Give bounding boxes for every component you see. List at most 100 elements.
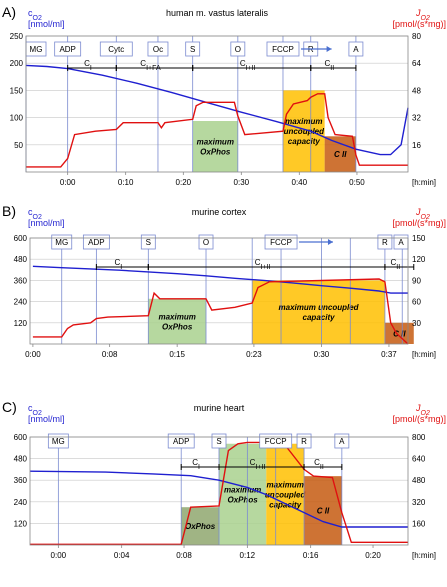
right-axis-label: JO2	[415, 403, 430, 417]
x-tick-label: 0:50	[349, 178, 365, 187]
event-marker-box	[259, 433, 293, 449]
region-label: maximum	[158, 312, 195, 321]
right-tick-label: 30	[412, 319, 421, 328]
event-marker-label: R	[382, 238, 388, 247]
region-label: OxPhos	[228, 495, 259, 504]
left-tick-label: 250	[10, 32, 24, 41]
region-rect	[324, 136, 356, 172]
event-marker-box	[266, 41, 300, 57]
panel-label: A)	[2, 4, 16, 20]
series-line-right	[32, 278, 409, 345]
region-rect	[181, 507, 219, 545]
event-marker-label: A	[339, 437, 345, 446]
left-tick-label: 150	[10, 86, 24, 95]
region-rect	[282, 90, 325, 172]
event-marker-label: R	[301, 437, 307, 446]
event-marker-box	[348, 41, 364, 57]
event-marker-box	[377, 234, 393, 250]
x-tick-label: 0:37	[381, 350, 397, 359]
series-line-left	[25, 64, 409, 156]
bracket-label: CI	[114, 258, 122, 271]
series-line-left	[32, 265, 408, 294]
x-tick-label: 0:10	[118, 178, 134, 187]
event-marker-label: MG	[52, 437, 65, 446]
region-label: uncoupled	[284, 127, 326, 136]
region-label: C II	[393, 329, 406, 338]
region-label: maximum uncoupled	[279, 303, 360, 312]
left-tick-label: 240	[14, 298, 28, 307]
left-axis-unit: [nmol/ml]	[28, 19, 65, 29]
bracket-label: CI	[84, 59, 92, 72]
chart-panel-3: C) murine heart cO2[nmol/ml] JO2[pmol/(s*mg…	[2, 399, 446, 560]
right-tick-label: 320	[412, 498, 426, 507]
bracket-label: CI+II	[255, 258, 271, 271]
event-marker-box	[211, 433, 227, 449]
event-marker-box	[54, 41, 82, 57]
region-label: maximum	[266, 480, 303, 489]
event-marker-label: S	[190, 45, 195, 54]
panel-label: B)	[2, 203, 16, 219]
left-axis-unit: [nmol/ml]	[28, 218, 65, 228]
panel-title: murine cortex	[192, 207, 247, 217]
right-tick-label: 120	[412, 255, 426, 264]
right-tick-label: 80	[412, 32, 421, 41]
region-rect	[252, 280, 385, 344]
right-tick-label: 160	[412, 519, 426, 528]
event-marker-label: A	[398, 238, 404, 247]
bracket-label: CI+II	[240, 59, 256, 72]
region-label: C II	[317, 507, 330, 516]
event-marker-label: ADP	[88, 238, 104, 247]
left-tick-label: 480	[14, 255, 28, 264]
x-tick-label: 0:08	[102, 350, 118, 359]
event-marker-box	[82, 234, 110, 250]
region-label: maximum	[197, 138, 234, 147]
region-rect	[192, 121, 238, 172]
event-marker-box	[230, 41, 246, 57]
x-tick-label: 0:00	[25, 350, 41, 359]
left-tick-label: 200	[10, 59, 24, 68]
panel-label: C)	[2, 399, 17, 415]
right-axis-unit: [pmol/(s*mg)]	[392, 414, 446, 424]
region-label: OxPhos	[162, 322, 193, 331]
event-marker-box	[264, 234, 298, 250]
event-marker-box	[296, 433, 312, 449]
event-marker-label: Oc	[153, 45, 163, 54]
x-tick-label: 0:20	[365, 551, 381, 560]
x-tick-label: 0:30	[234, 178, 250, 187]
region-rect	[219, 443, 267, 545]
right-tick-label: 60	[412, 298, 421, 307]
event-marker-label: S	[216, 437, 221, 446]
plot-frame	[29, 436, 409, 546]
event-marker-box	[99, 41, 133, 57]
right-tick-label: 64	[412, 59, 421, 68]
right-tick-label: 32	[412, 114, 421, 123]
right-tick-label: 48	[412, 86, 421, 95]
event-marker-label: O	[235, 45, 241, 54]
region-label: capacity	[269, 500, 302, 509]
right-tick-label: 90	[412, 276, 421, 285]
x-tick-label: 0:40	[292, 178, 308, 187]
bracket-label: CII	[391, 258, 401, 271]
panel-title: murine heart	[194, 403, 245, 413]
x-tick-label: 0:12	[240, 551, 256, 560]
event-marker-box	[147, 41, 169, 57]
x-tick-label: 0:23	[246, 350, 262, 359]
region-label: maximum	[224, 485, 261, 494]
bracket-label: CII	[314, 458, 324, 471]
bracket-label: CI+II	[250, 458, 266, 471]
event-marker-box	[198, 234, 214, 250]
event-marker-label: O	[203, 238, 209, 247]
x-unit-label: [h:min]	[412, 551, 436, 560]
region-rect	[148, 298, 207, 344]
event-marker-label: A	[353, 45, 359, 54]
x-tick-label: 0:04	[114, 551, 130, 560]
right-tick-label: 640	[412, 455, 426, 464]
plot-frame	[29, 237, 409, 345]
arrow-head	[326, 46, 332, 52]
series-line-right	[26, 93, 408, 168]
x-unit-label: [h:min]	[412, 178, 436, 187]
event-marker-box	[167, 433, 195, 449]
left-tick-label: 50	[14, 141, 23, 150]
event-marker-label: FCCP	[270, 238, 292, 247]
region-label: capacity	[303, 313, 336, 322]
